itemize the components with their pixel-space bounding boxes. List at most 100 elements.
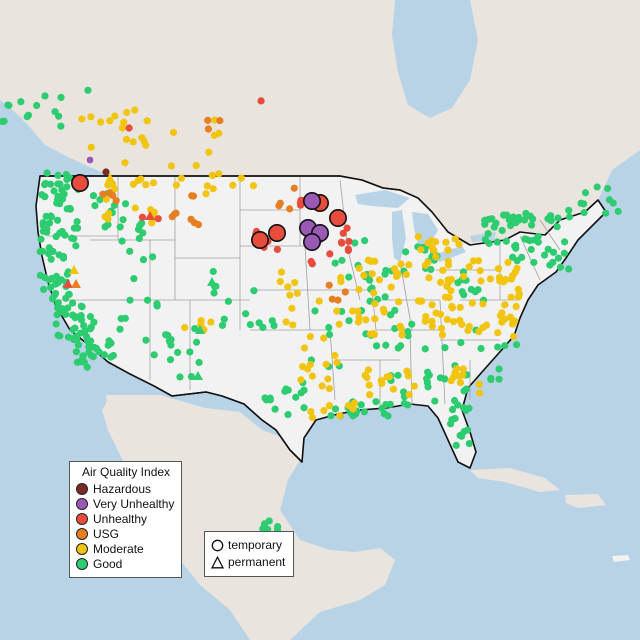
monitor-marker-good bbox=[471, 288, 479, 296]
monitor-marker-moderate bbox=[355, 313, 363, 322]
monitor-marker-good bbox=[52, 272, 61, 280]
monitor-marker-moderate bbox=[307, 408, 315, 416]
monitor-marker-moderate bbox=[177, 174, 186, 182]
monitor-marker-moderate bbox=[432, 253, 440, 261]
monitor-marker-good bbox=[49, 294, 57, 302]
monitor-marker-moderate bbox=[425, 274, 433, 282]
monitor-marker-good bbox=[297, 389, 305, 397]
monitor-marker-unhealthy bbox=[257, 97, 265, 105]
monitor-marker-moderate bbox=[421, 317, 429, 325]
monitor-marker-good bbox=[509, 213, 517, 221]
monitor-marker-moderate bbox=[192, 161, 200, 170]
monitor-marker-good bbox=[105, 337, 113, 345]
monitor-marker-good bbox=[70, 336, 78, 344]
monitor-marker-unhealthy bbox=[343, 224, 351, 232]
monitor-marker-good bbox=[165, 337, 174, 345]
monitor-marker-good bbox=[259, 323, 267, 332]
monitor-marker-good bbox=[46, 180, 55, 188]
monitor-marker-good bbox=[47, 212, 55, 220]
legend-item-usg: USG bbox=[76, 527, 119, 541]
monitor-marker-good bbox=[506, 221, 515, 230]
monitor-marker-moderate bbox=[442, 238, 450, 246]
monitor-marker-good bbox=[262, 396, 271, 404]
monitor-marker-good bbox=[64, 304, 72, 312]
monitor-marker-good bbox=[224, 297, 233, 305]
monitor-marker-moderate bbox=[465, 322, 473, 331]
good-swatch-icon bbox=[76, 558, 88, 570]
monitor-marker-moderate bbox=[169, 128, 178, 137]
monitor-marker-moderate bbox=[397, 324, 405, 333]
monitor-marker-good bbox=[84, 86, 92, 94]
legend-label-moderate: Moderate bbox=[93, 542, 144, 556]
permanent-monitor-marker-usg bbox=[71, 279, 81, 288]
monitor-marker-moderate bbox=[509, 333, 518, 341]
monitor-marker-moderate bbox=[366, 391, 374, 399]
monitor-marker-moderate bbox=[306, 360, 314, 369]
monitor-marker-moderate bbox=[368, 270, 376, 278]
monitor-marker-good bbox=[446, 420, 455, 428]
monitor-marker-good bbox=[38, 247, 47, 255]
monitor-marker-moderate bbox=[511, 317, 519, 325]
monitor-marker-good bbox=[52, 232, 60, 241]
monitor-marker-moderate bbox=[438, 331, 447, 339]
monitor-marker-good bbox=[135, 234, 143, 243]
monitor-marker-good bbox=[66, 204, 74, 213]
monitor-marker-good bbox=[54, 171, 62, 180]
monitor-marker-good bbox=[139, 229, 147, 237]
monitor-marker-good bbox=[441, 344, 449, 352]
monitor-marker-good bbox=[242, 310, 250, 318]
monitor-marker-good bbox=[83, 363, 91, 371]
monitor-marker-moderate bbox=[181, 324, 189, 332]
monitor-marker-good bbox=[192, 338, 201, 346]
monitor-marker-moderate bbox=[476, 267, 484, 275]
monitor-marker-usg bbox=[99, 190, 107, 198]
monitor-marker-moderate bbox=[337, 277, 345, 286]
monitor-marker-good bbox=[153, 300, 161, 308]
monitor-marker-moderate bbox=[249, 182, 258, 190]
monitor-marker-good bbox=[400, 388, 408, 396]
triangle-icon bbox=[210, 555, 224, 569]
monitor-marker-moderate bbox=[365, 381, 373, 389]
pacific-nw-coast bbox=[0, 100, 30, 152]
monitor-marker-moderate bbox=[498, 309, 506, 317]
monitor-marker-moderate bbox=[208, 171, 216, 180]
monitor-marker-moderate bbox=[87, 113, 95, 121]
monitor-marker-moderate bbox=[350, 399, 359, 407]
monitor-marker-good bbox=[423, 374, 431, 383]
monitor-marker-good bbox=[139, 256, 148, 264]
monitor-marker-good bbox=[581, 189, 590, 197]
monitor-marker-moderate bbox=[288, 304, 296, 312]
monitor-marker-good bbox=[54, 112, 63, 120]
monitor-marker-moderate bbox=[333, 307, 341, 315]
monitor-marker-good bbox=[209, 267, 217, 276]
monitor-marker-moderate bbox=[320, 334, 328, 342]
legend-item-permanent: permanent bbox=[210, 554, 285, 570]
monitor-marker-good bbox=[104, 220, 112, 229]
monitor-marker-good bbox=[191, 325, 199, 333]
monitor-marker-moderate bbox=[444, 276, 452, 284]
monitor-marker-moderate bbox=[501, 301, 509, 309]
monitor-marker-good bbox=[458, 288, 466, 296]
monitor-marker-good bbox=[72, 242, 80, 250]
monitor-marker-good bbox=[284, 411, 292, 419]
monitor-marker-good bbox=[71, 324, 79, 332]
monitor-marker-good bbox=[57, 93, 65, 102]
legend-item-good: Good bbox=[76, 557, 122, 571]
monitor-marker-moderate bbox=[444, 246, 452, 254]
monitor-marker-moderate bbox=[437, 278, 445, 286]
monitor-marker-good bbox=[556, 263, 565, 271]
monitor-marker-good bbox=[540, 251, 549, 259]
monitor-marker-good bbox=[515, 213, 523, 222]
cuba-island bbox=[470, 468, 560, 492]
monitor-marker-good bbox=[42, 226, 51, 234]
unhealthy-swatch-icon bbox=[76, 513, 88, 525]
monitor-marker-moderate bbox=[322, 360, 330, 368]
monitor-marker-good bbox=[372, 398, 380, 406]
monitor-marker-good bbox=[187, 372, 196, 381]
large-monitor-marker-unhealthy bbox=[267, 224, 286, 243]
monitor-marker-moderate bbox=[465, 263, 473, 271]
monitor-marker-good bbox=[331, 405, 340, 413]
monitor-marker-moderate bbox=[416, 297, 424, 305]
monitor-marker-moderate bbox=[325, 385, 334, 393]
monitor-marker-good bbox=[174, 348, 182, 357]
